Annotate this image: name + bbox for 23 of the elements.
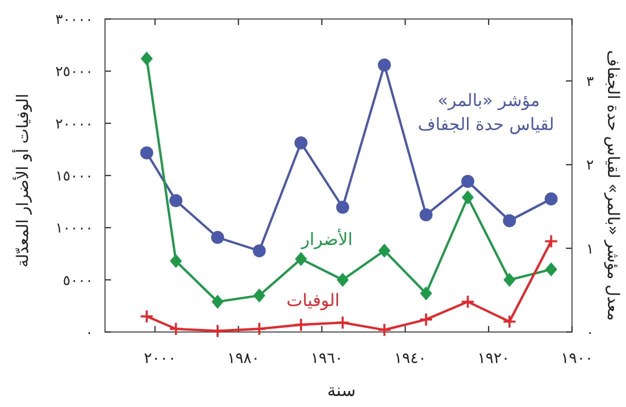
y2-tick-label: ١ [586, 241, 594, 258]
y2-axis-title: معدل مؤشر «بالمر» لقياس حدة الجفاف [604, 50, 623, 321]
x-tick-label: ١٩٦٠ [310, 349, 343, 367]
y-tick-label: ٣٠٠٠٠ [55, 12, 93, 28]
y-tick-label: ٥٠٠٠ [62, 272, 93, 289]
y2-tick-label: ٢ [586, 158, 594, 174]
x-axis-title: سنة [327, 381, 356, 401]
y2-tick-label: ٠ [586, 325, 594, 341]
y-tick-label: ٢٠٠٠٠ [55, 116, 93, 132]
series-label: الأضرار [300, 228, 353, 250]
series-label: مؤشر «بالمر» لقياس حدة الجفاف [418, 91, 554, 135]
y-tick-label: ١٠٠٠٠ [55, 220, 93, 237]
y-axis-title: الوفيات أو الأضرار المعدّلة [12, 94, 32, 268]
series-label: الوفيات [286, 291, 340, 311]
x-tick-label: ٢٠٠٠ [144, 349, 176, 367]
x-tick-label: ١٩٠٠ [560, 349, 594, 367]
y-tick-label: ١٥٠٠٠ [55, 168, 93, 184]
x-tick-label: ١٩٤٠ [394, 349, 426, 367]
x-tick-label: ١٩٢٠ [477, 349, 510, 367]
y2-tick-label: ٣ [586, 74, 594, 90]
y-tick-label: ٢٥٠٠٠ [55, 64, 93, 80]
x-tick-label: ١٩٨٠ [227, 349, 260, 367]
y-tick-label: ٠ [85, 325, 93, 341]
